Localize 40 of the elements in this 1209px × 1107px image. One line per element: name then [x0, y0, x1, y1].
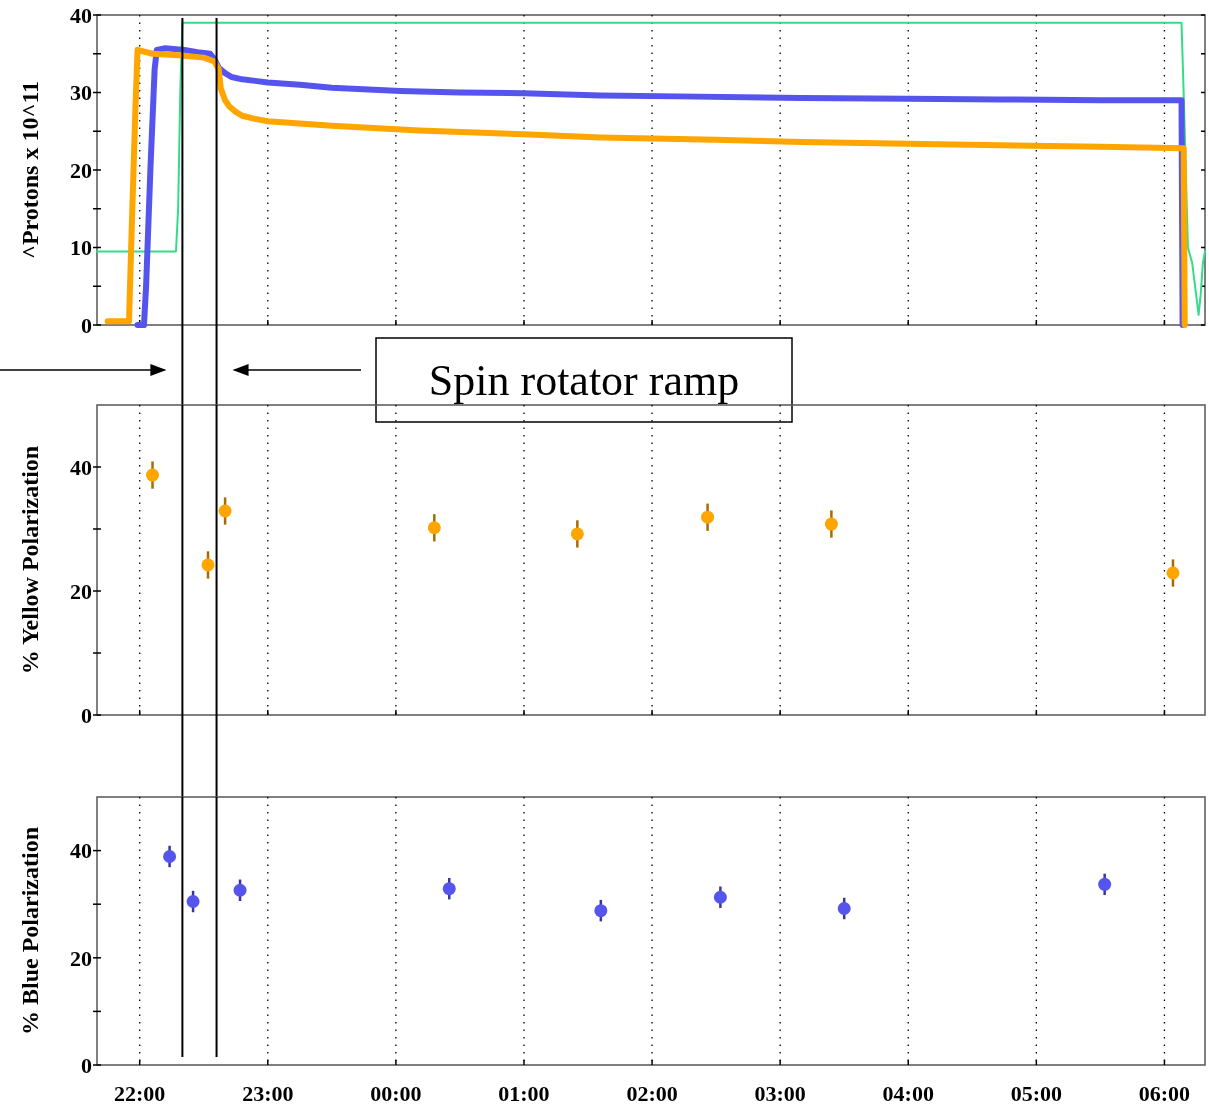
point — [594, 904, 608, 918]
x-tick-label: 00:00 — [370, 1081, 422, 1106]
y-tick-label: 0 — [81, 702, 92, 728]
point — [146, 468, 160, 482]
point — [233, 883, 247, 897]
y-tick-label: 40 — [70, 2, 92, 28]
x-tick-label: 01:00 — [498, 1081, 550, 1106]
x-tick-label: 23:00 — [242, 1081, 294, 1106]
point — [186, 895, 200, 909]
point — [427, 521, 441, 535]
point — [837, 901, 851, 915]
y-axis-title: ^Protons x 10^11 — [17, 80, 43, 260]
y-tick-label: 40 — [70, 838, 92, 864]
point — [442, 882, 456, 896]
point — [1098, 877, 1112, 891]
y-axis-title: % Blue Polarization — [17, 827, 43, 1035]
y-tick-label: 20 — [70, 578, 92, 604]
y-axis-title: % Yellow Polarization — [17, 445, 43, 675]
x-tick-label: 05:00 — [1010, 1081, 1063, 1106]
x-tick-label: 03:00 — [754, 1081, 806, 1106]
y-tick-label: 0 — [81, 1052, 92, 1078]
point — [701, 510, 715, 524]
point — [201, 558, 215, 572]
point — [824, 517, 838, 531]
x-tick-label: 04:00 — [882, 1081, 934, 1106]
y-tick-label: 20 — [70, 157, 92, 183]
point — [713, 890, 727, 904]
y-tick-label: 10 — [70, 235, 92, 261]
point — [1166, 566, 1180, 580]
x-tick-label: 02:00 — [626, 1081, 678, 1106]
point — [218, 504, 232, 518]
y-tick-label: 40 — [70, 454, 92, 480]
y-tick-label: 30 — [70, 80, 92, 106]
x-tick-label: 06:00 — [1138, 1081, 1191, 1106]
y-tick-label: 20 — [70, 945, 92, 971]
annotation: Spin rotator ramp — [428, 356, 740, 406]
point — [570, 527, 584, 541]
x-tick-label: 22:00 — [114, 1081, 166, 1106]
y-tick-label: 0 — [81, 312, 92, 338]
point — [163, 850, 177, 863]
